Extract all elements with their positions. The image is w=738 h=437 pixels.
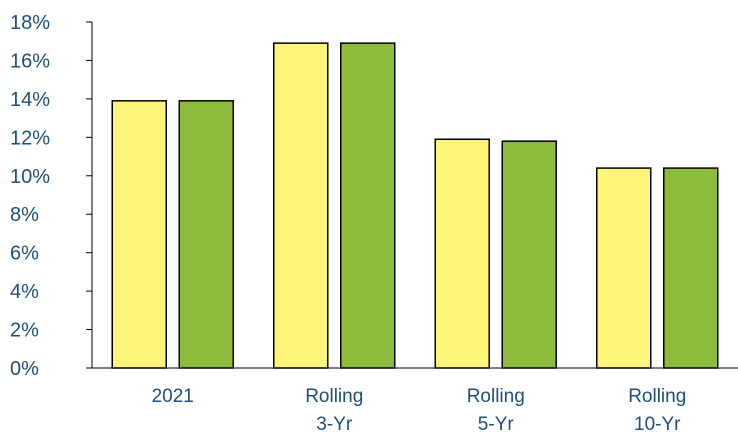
- x-category-label: Rolling 5-Yr: [467, 386, 525, 435]
- bar-series-1: [111, 100, 167, 369]
- x-category-label: Rolling 10-Yr: [628, 386, 686, 435]
- y-tick-label: 2%: [10, 320, 39, 342]
- bar-series-2: [663, 167, 719, 369]
- y-tick-label: 14%: [10, 89, 50, 111]
- y-tick-label: 0%: [10, 358, 39, 380]
- bar-series-group: [111, 42, 719, 369]
- bar-series-1: [273, 42, 329, 369]
- x-category-label: Rolling 3-Yr: [305, 386, 363, 435]
- bar-series-1: [434, 138, 490, 369]
- y-tick-label: 16%: [10, 50, 50, 72]
- bar-series-2: [178, 100, 234, 369]
- y-tick-label: 12%: [10, 127, 50, 149]
- bar-series-2: [501, 140, 557, 369]
- y-tick-label: 10%: [10, 166, 50, 188]
- y-tick-label: 18%: [10, 12, 50, 34]
- bar-series-2: [340, 42, 396, 369]
- y-tick-label: 8%: [10, 204, 39, 226]
- y-tick-label: 6%: [10, 243, 39, 265]
- bar-series-1: [596, 167, 652, 369]
- x-axis: 2021 Rolling 3-Yr Rolling 5-Yr Rolling 10-Yr: [92, 367, 738, 435]
- y-axis: 0% 2% 4% 6% 8% 10% 12% 14% 16% 18%: [10, 12, 93, 380]
- y-tick-label: 4%: [10, 281, 39, 303]
- x-category-label: 2021: [152, 386, 194, 407]
